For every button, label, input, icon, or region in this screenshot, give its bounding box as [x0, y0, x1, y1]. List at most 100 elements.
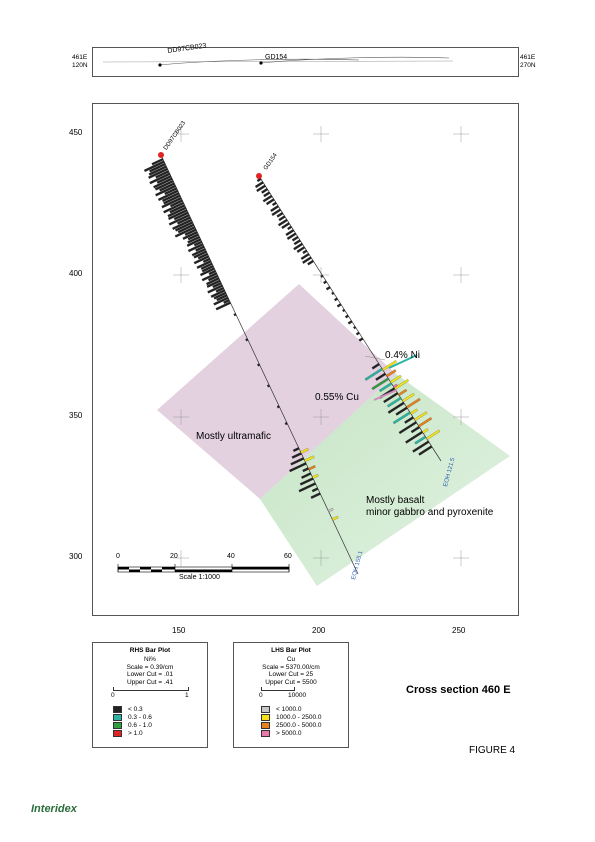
assay-bar [270, 205, 280, 212]
rhs-legend-item: < 0.3 [113, 706, 143, 713]
assay-bar [278, 215, 286, 222]
grid-crosshairs [173, 126, 469, 566]
rhs-legend-lower: Lower Cut = .01 [126, 671, 174, 678]
scale-tick-60: 60 [284, 553, 292, 560]
assay-bar [410, 426, 421, 434]
scale-tick-20: 20 [170, 553, 178, 560]
collar-1 [158, 152, 164, 158]
assay-bar [202, 257, 211, 263]
assay-bar [336, 303, 342, 308]
lhs-legend-item: 2500.0 - 5000.0 [261, 722, 322, 729]
rhs-legend-title: RHS Bar Plot [129, 647, 171, 654]
assay-bar [392, 383, 398, 388]
assay-bar [286, 232, 297, 240]
assay-bar [164, 187, 178, 196]
assay-bar [143, 160, 165, 172]
assay-bar [207, 274, 219, 282]
assay-bar [404, 416, 414, 424]
assay-bar [383, 392, 399, 404]
assay-bar [301, 472, 312, 479]
annotation-cu: 0.55% Cu [315, 392, 359, 403]
assay-bar [418, 417, 433, 428]
assay-bar [199, 267, 215, 277]
collar-2 [256, 173, 262, 179]
assay-bar [193, 240, 203, 247]
assay-bar [371, 377, 390, 390]
assay-bar [382, 360, 397, 371]
assay-bar [210, 289, 226, 298]
lhs-legend: LHS Bar Plot Cu Scale = 5370.00/cm Lower… [233, 642, 349, 748]
assay-bar [266, 384, 270, 388]
assay-bar [254, 181, 264, 189]
assay-bar [290, 457, 305, 466]
lhs-legend-title: LHS Bar Plot [271, 647, 311, 654]
assay-bar [334, 297, 338, 302]
assay-bar [292, 447, 300, 452]
assay-bar [304, 455, 315, 462]
assay-bar [193, 250, 207, 259]
rhs-swatch-1 [113, 714, 122, 721]
rhs-legend-axis [113, 687, 189, 691]
assay-bar [162, 192, 180, 203]
assay-bar [386, 369, 397, 378]
assay-bar [353, 325, 357, 330]
assay-bar [375, 372, 387, 381]
assay-bar [327, 507, 334, 513]
assay-bar [325, 286, 331, 291]
assay-bar [148, 165, 167, 176]
lhs-legend-lower: Lower Cut = 25 [268, 671, 314, 678]
assay-bar [281, 222, 290, 229]
assay-bar [276, 405, 280, 409]
rhs-legend-var: Ni% [144, 656, 156, 663]
assay-bar [174, 226, 196, 238]
assay-bar [207, 284, 223, 294]
assay-bar [208, 269, 217, 276]
assay-bar [262, 194, 273, 203]
assay-bar [410, 408, 418, 415]
assay-bar [256, 177, 262, 183]
assay-bar [161, 196, 182, 209]
assay-bar [193, 255, 210, 265]
plan-collar-1 [158, 63, 162, 67]
assay-bar [284, 422, 288, 426]
assay-bar [215, 286, 225, 293]
assay-bar [310, 492, 321, 499]
assay-bar [320, 274, 324, 278]
assay-bar [263, 191, 271, 198]
assay-bar [379, 382, 393, 393]
assay-bar [197, 252, 209, 260]
plan-collar-2 [259, 61, 263, 65]
assay-bar [191, 247, 206, 257]
assay-bar [342, 308, 346, 313]
assay-bar [312, 473, 319, 479]
assay-bar [287, 225, 293, 231]
assay-bar [155, 170, 170, 179]
assay-bar [154, 179, 174, 191]
assay-bar [196, 260, 212, 269]
assay-bar [201, 272, 218, 282]
lhs-swatch-3 [261, 730, 270, 737]
assay-bar [398, 421, 417, 435]
company-logo: Interidex [31, 803, 77, 815]
assay-bar [182, 230, 198, 240]
assay-bar [174, 221, 194, 232]
rhs-legend-axis-min: 0 [111, 692, 115, 699]
assay-bar [233, 313, 237, 317]
assay-bar [291, 452, 302, 459]
section-panel: DD97CB023 GD154 EOH 155.1 EOH 121.5 0.4%… [92, 103, 519, 616]
x-tick-150: 150 [172, 626, 186, 635]
annotation-ni: 0.4% Ni [385, 350, 421, 361]
lhs-legend-upper: Upper Cut = 5500 [265, 678, 317, 686]
lhs-legend-var: Cu [286, 656, 296, 663]
assay-bar [414, 435, 427, 445]
assay-bar [355, 331, 360, 336]
lhs-legend-item: > 5000.0 [261, 730, 301, 737]
assay-bar [187, 243, 204, 253]
assay-bar [148, 167, 169, 179]
assay-bar [418, 445, 433, 456]
assay-bar [293, 239, 301, 246]
rhs-legend-axis-max: 1 [185, 692, 189, 699]
assay-bar [173, 211, 189, 221]
assay-bar [291, 235, 299, 242]
assay-bar [156, 175, 172, 184]
